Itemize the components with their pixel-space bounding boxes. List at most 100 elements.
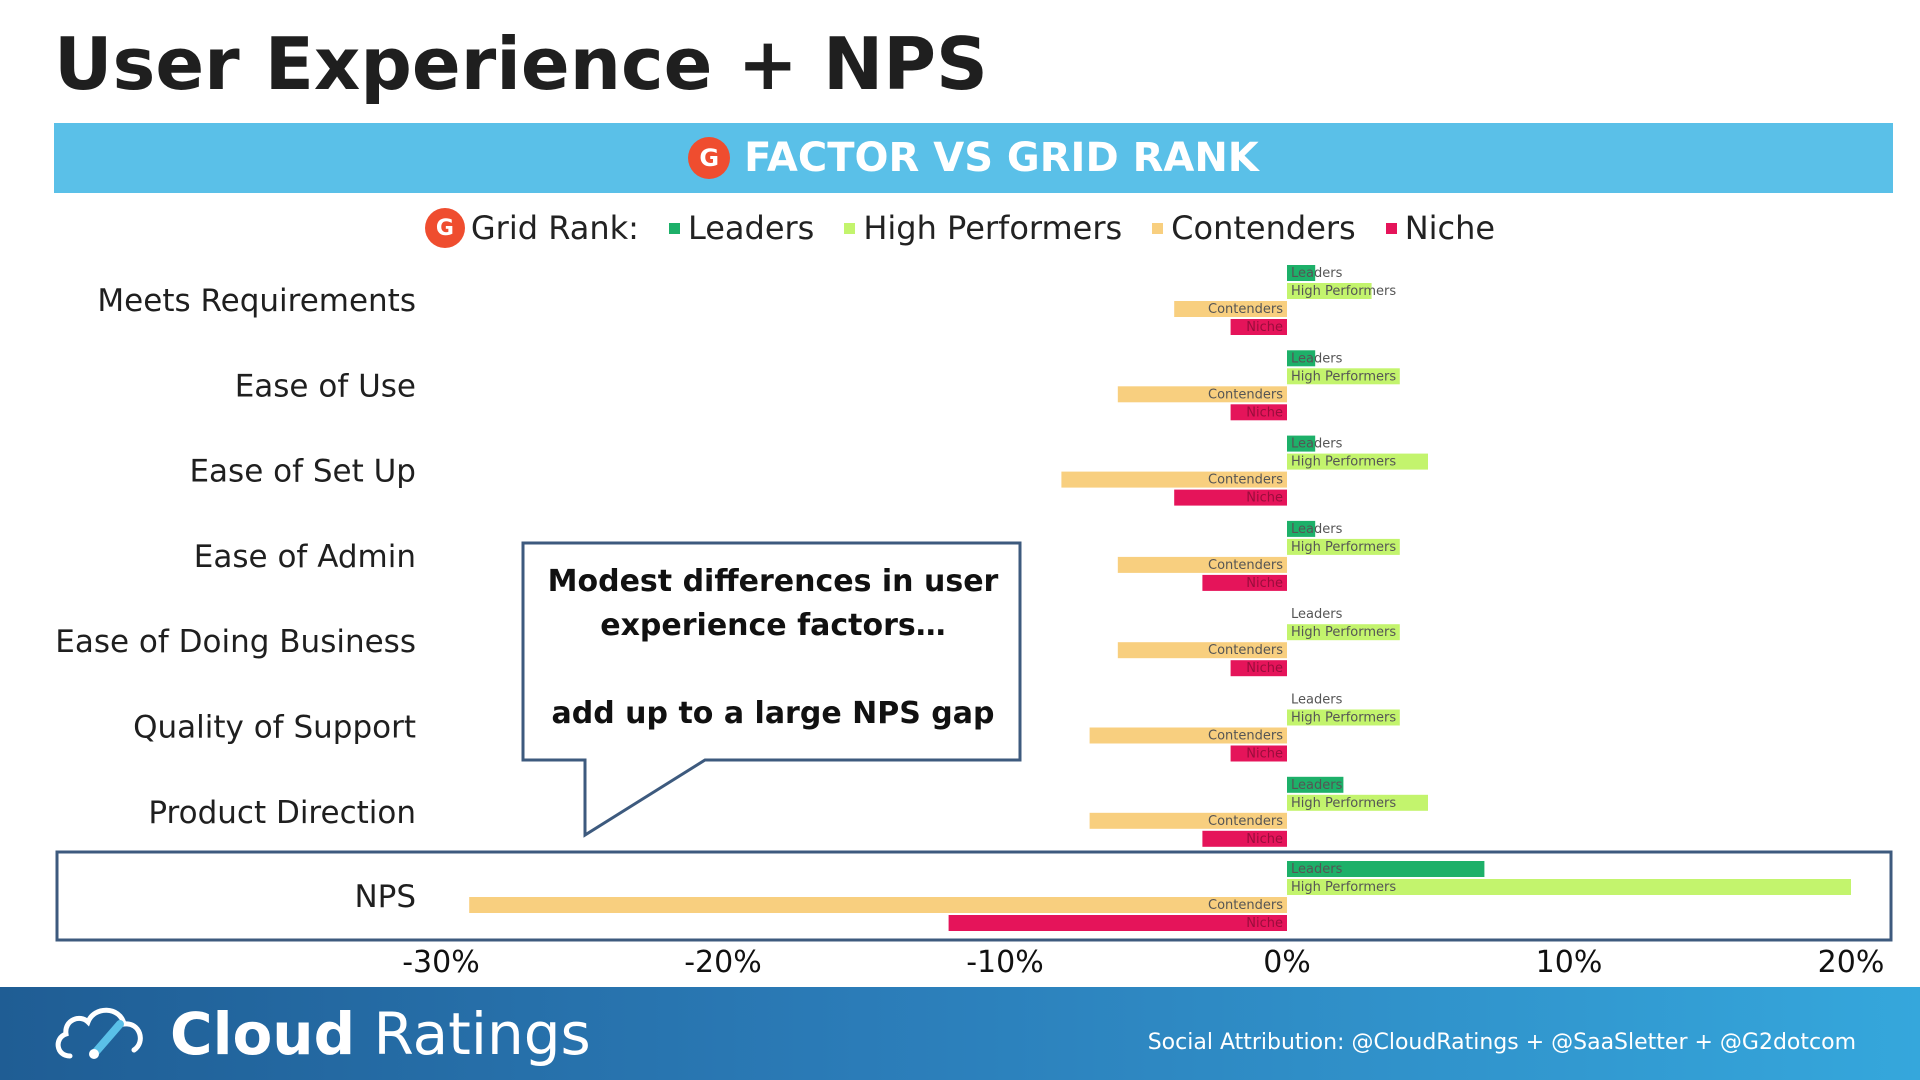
bar-label: Contenders (1208, 814, 1283, 829)
bar-label: High Performers (1291, 369, 1396, 384)
bar-label: Niche (1246, 747, 1283, 762)
legend: G Grid Rank: Leaders High Performers Con… (0, 206, 1920, 250)
callout-line: Modest differences in user (547, 564, 999, 599)
bar-niche (1202, 574, 1287, 591)
chart-banner: G FACTOR VS GRID RANK (54, 123, 1893, 193)
bar-niche (1202, 830, 1287, 847)
bar-chart: Meets Requirements Leaders High Performers… (55, 265, 1893, 980)
bar-high-performers (1287, 879, 1851, 895)
bar-high-performers (1287, 794, 1428, 811)
category-label: Product Direction (148, 795, 416, 831)
bar-high-performers (1287, 709, 1400, 726)
category-label: Quality of Support (133, 710, 416, 746)
legend-label: High Performers (863, 209, 1123, 247)
legend-item-niche: Niche (1385, 209, 1496, 247)
bar-label: Niche (1246, 832, 1283, 847)
legend-swatch (1385, 222, 1397, 234)
bar-label: High Performers (1291, 284, 1396, 299)
page-title: User Experience + NPS (54, 22, 988, 106)
bar-label: Leaders (1291, 693, 1343, 708)
bar-contenders (1089, 727, 1287, 744)
bar-leaders (1287, 265, 1316, 281)
legend-item-contenders: Contenders (1152, 209, 1356, 247)
category-label: NPS (354, 879, 416, 915)
legend-swatch (844, 222, 856, 234)
category-label: Meets Requirements (97, 283, 416, 319)
bar-label: Contenders (1208, 729, 1283, 744)
callout-line: experience factors… (600, 608, 946, 643)
bar-label: Niche (1246, 576, 1283, 591)
bar-label: Contenders (1208, 387, 1283, 402)
x-tick-label: -30% (402, 945, 480, 980)
bar-contenders (1117, 556, 1287, 573)
bar-high-performers (1287, 368, 1400, 385)
bar-label: Leaders (1291, 266, 1343, 281)
category-label: Ease of Set Up (189, 454, 416, 490)
bar-niche (1230, 660, 1287, 677)
legend-item-high-performers: High Performers (844, 209, 1122, 247)
x-tick-label: -10% (966, 945, 1044, 980)
x-tick-label: 20% (1818, 945, 1885, 980)
bar-label: Contenders (1208, 643, 1283, 658)
bar-label: High Performers (1291, 625, 1396, 640)
bar-label: Contenders (1208, 302, 1283, 317)
bar-label: Leaders (1291, 778, 1343, 793)
bar-leaders (1287, 435, 1316, 452)
bar-contenders (1061, 471, 1287, 488)
bar-label: Contenders (1208, 558, 1283, 573)
bar-niche (1230, 319, 1287, 335)
bar-contenders (469, 897, 1287, 913)
cloud-ratings-logo-icon (55, 1007, 143, 1059)
legend-swatch (668, 222, 680, 234)
x-tick-label: 10% (1536, 945, 1603, 980)
bar-high-performers (1287, 283, 1372, 299)
bar-label: Leaders (1291, 862, 1343, 877)
category-label: Ease of Admin (194, 539, 416, 575)
bar-leaders (1287, 776, 1344, 793)
legend-prefix: Grid Rank: (470, 209, 639, 247)
bar-label: Contenders (1208, 898, 1283, 913)
bar-label: Leaders (1291, 522, 1343, 537)
x-tick-label: 0% (1263, 945, 1311, 980)
legend-label: Niche (1404, 209, 1496, 247)
legend-item-leaders: Leaders (668, 209, 815, 247)
x-tick-label: -20% (684, 945, 762, 980)
callout-line: add up to a large NPS gap (551, 696, 995, 731)
callout-bubble (521, 541, 1022, 838)
bar-label: High Performers (1291, 540, 1396, 555)
bar-leaders (1287, 520, 1316, 537)
bar-label: High Performers (1291, 711, 1396, 726)
bar-label: Niche (1246, 661, 1283, 676)
legend-label: Leaders (687, 209, 815, 247)
bar-niche (1230, 404, 1287, 421)
bar-label: Leaders (1291, 607, 1343, 622)
banner-title: FACTOR VS GRID RANK (744, 135, 1259, 181)
bar-high-performers (1287, 624, 1400, 641)
bar-leaders (1287, 350, 1316, 367)
bar-contenders (1174, 301, 1287, 317)
legend-label: Contenders (1171, 209, 1356, 247)
bar-contenders (1117, 386, 1287, 403)
g2-logo-icon: G (424, 208, 465, 248)
bar-niche (948, 915, 1287, 931)
bar-niche (1230, 745, 1287, 762)
bar-label: High Performers (1291, 880, 1396, 895)
callout-text: Modest differences in user experience fa… (528, 560, 1018, 736)
category-label: Ease of Doing Business (55, 624, 416, 660)
bar-label: Niche (1246, 405, 1283, 420)
bar-niche (1174, 489, 1287, 506)
bar-label: Leaders (1291, 351, 1343, 366)
footer-bar (0, 987, 1920, 1080)
social-attribution: Social Attribution: @CloudRatings + @Saa… (1147, 1030, 1856, 1055)
bar-label: Niche (1246, 320, 1283, 335)
g2-logo-icon: G (688, 137, 731, 179)
bar-label: High Performers (1291, 796, 1396, 811)
brand-bold: Cloud (170, 1000, 356, 1068)
bar-leaders (1287, 861, 1485, 877)
bar-label: Leaders (1291, 437, 1343, 452)
bar-contenders (1089, 812, 1287, 829)
bar-label: Niche (1246, 491, 1283, 506)
bar-contenders (1117, 642, 1287, 659)
bar-high-performers (1287, 453, 1428, 470)
bar-label: High Performers (1291, 455, 1396, 470)
